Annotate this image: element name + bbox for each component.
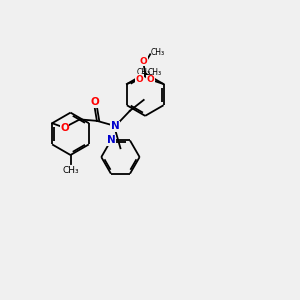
Text: N: N xyxy=(106,136,115,146)
Text: O: O xyxy=(135,74,143,83)
Text: O: O xyxy=(60,123,69,133)
Text: CH₃: CH₃ xyxy=(62,166,79,175)
Text: O: O xyxy=(140,57,148,66)
Text: O: O xyxy=(90,97,99,107)
Text: O: O xyxy=(147,75,154,84)
Text: CH₃: CH₃ xyxy=(137,68,151,77)
Text: CH₃: CH₃ xyxy=(151,48,165,57)
Text: CH₃: CH₃ xyxy=(148,68,162,77)
Text: N: N xyxy=(111,121,119,131)
